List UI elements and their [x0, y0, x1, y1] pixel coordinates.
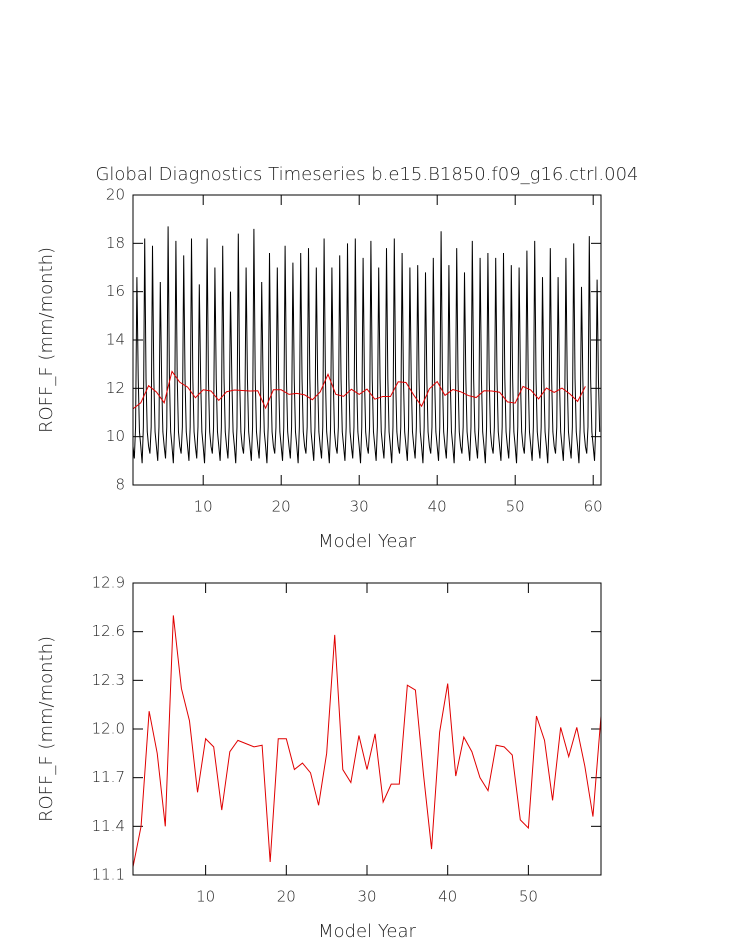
data-line — [133, 615, 601, 867]
x-tick-label: 20 — [272, 498, 291, 516]
y-tick-label: 12.6 — [92, 622, 125, 640]
y-tick-label: 16 — [106, 282, 125, 300]
x-axis-label: Model Year — [318, 921, 416, 942]
plot-frame — [132, 194, 602, 486]
x-tick-label: 40 — [428, 498, 447, 516]
x-axis-label: Model Year — [318, 531, 416, 552]
y-axis-label: ROFF_F (mm/month) — [36, 636, 57, 822]
data-line — [133, 370, 586, 410]
x-tick-label: 10 — [196, 888, 215, 906]
y-tick-label: 11.4 — [92, 817, 125, 835]
x-tick-label: 50 — [506, 498, 525, 516]
x-tick-label: 40 — [438, 888, 457, 906]
y-tick-label: 11.1 — [92, 866, 125, 884]
x-tick-label: 30 — [357, 888, 376, 906]
x-tick-label: 10 — [194, 498, 213, 516]
data-line — [133, 226, 601, 464]
y-tick-label: 8 — [115, 476, 125, 494]
y-tick-label: 18 — [106, 234, 125, 252]
y-tick-label: 12 — [106, 379, 125, 397]
y-tick-label: 12.9 — [92, 574, 125, 592]
y-tick-label: 20 — [106, 186, 125, 204]
y-tick-label: 12.0 — [92, 720, 125, 738]
x-tick-label: 30 — [350, 498, 369, 516]
x-tick-label: 50 — [519, 888, 538, 906]
x-tick-label: 60 — [584, 498, 603, 516]
y-tick-label: 12.3 — [92, 671, 125, 689]
y-tick-label: 10 — [106, 427, 125, 445]
plot-frame — [132, 582, 602, 876]
chart-title: Global Diagnostics Timeseries b.e15.B185… — [95, 164, 638, 185]
y-tick-label: 11.7 — [92, 768, 125, 786]
x-tick-label: 20 — [277, 888, 296, 906]
y-tick-label: 14 — [106, 331, 125, 349]
y-axis-label: ROFF_F (mm/month) — [36, 247, 57, 433]
